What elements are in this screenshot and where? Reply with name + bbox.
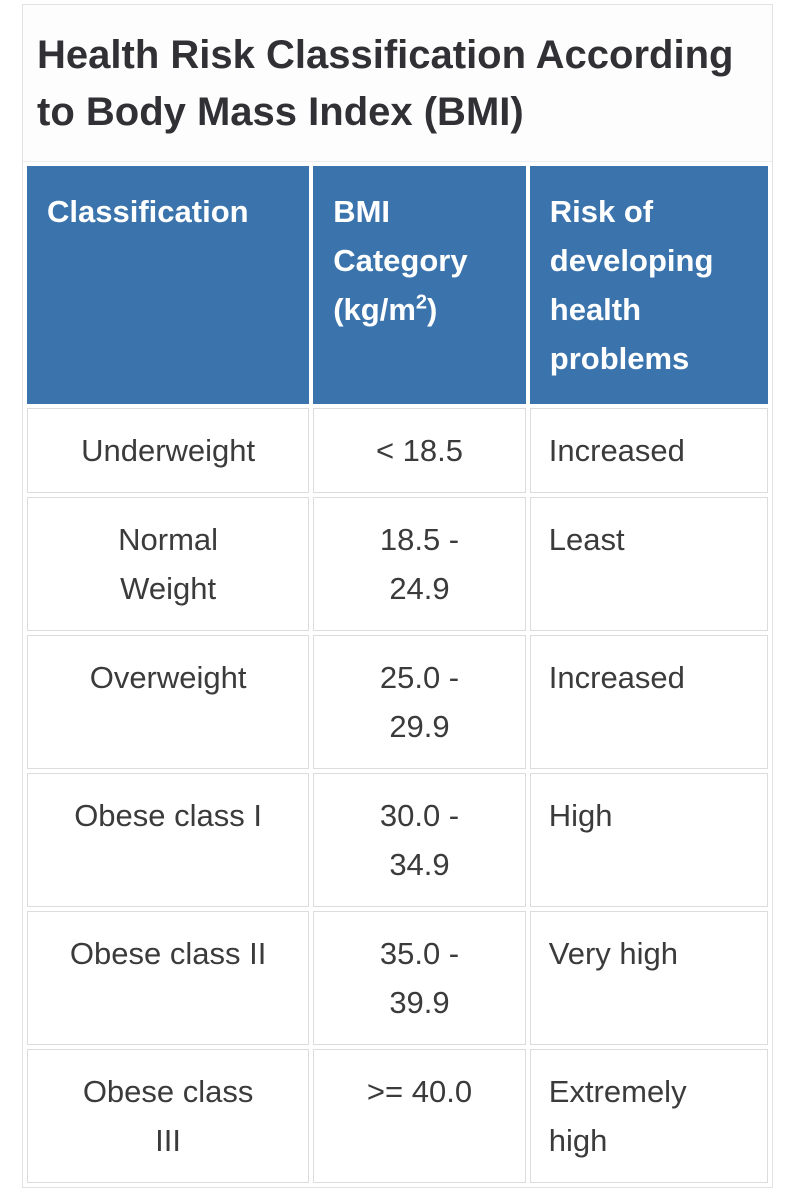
cell-risk: Least	[529, 497, 768, 631]
cell-risk: Increased	[529, 408, 768, 493]
bmi-category-superscript: 2	[415, 291, 428, 314]
cell-bmi-category: 30.0 - 34.9	[313, 773, 526, 907]
col-header-bmi-category: BMI Category (kg/m2)	[313, 166, 526, 404]
cell-classification: Underweight	[27, 408, 310, 493]
cell-classification: Overweight	[27, 635, 310, 769]
cell-bmi-category: 18.5 - 24.9	[313, 497, 526, 631]
cell-classification: Obese class III	[27, 1049, 310, 1183]
col-header-classification: Classification	[27, 166, 310, 404]
cell-risk: Increased	[529, 635, 768, 769]
cell-classification: Obese class I	[27, 773, 310, 907]
cell-bmi-category: 35.0 - 39.9	[313, 911, 526, 1045]
col-header-risk: Risk of developing health problems	[529, 166, 768, 404]
cell-risk: Extremely high	[529, 1049, 768, 1183]
header-row: Classification BMI Category (kg/m2) Risk…	[27, 166, 768, 404]
table-row: Obese class II 35.0 - 39.9 Very high	[27, 911, 768, 1045]
cell-bmi-category: < 18.5	[313, 408, 526, 493]
cell-bmi-category: >= 40.0	[313, 1049, 526, 1183]
table-header: Classification BMI Category (kg/m2) Risk…	[27, 166, 768, 404]
cell-classification: Obese class II	[27, 911, 310, 1045]
cell-risk: Very high	[529, 911, 768, 1045]
bmi-category-label-close: )	[427, 292, 438, 327]
bmi-table-panel: Health Risk Classification According to …	[22, 4, 773, 1188]
table-row: Overweight 25.0 - 29.9 Increased	[27, 635, 768, 769]
table-body: Underweight < 18.5 Increased Normal Weight 1…	[27, 408, 768, 1183]
bmi-category-label: BMI Category (kg/m	[333, 194, 468, 327]
cell-risk: High	[529, 773, 768, 907]
table-row: Underweight < 18.5 Increased	[27, 408, 768, 493]
table-row: Obese class III >= 40.0 Extremely high	[27, 1049, 768, 1183]
cell-bmi-category: 25.0 - 29.9	[313, 635, 526, 769]
table-title: Health Risk Classification According to …	[23, 5, 772, 162]
table-row: Normal Weight 18.5 - 24.9 Least	[27, 497, 768, 631]
bmi-table: Classification BMI Category (kg/m2) Risk…	[23, 162, 772, 1187]
cell-classification: Normal Weight	[27, 497, 310, 631]
table-row: Obese class I 30.0 - 34.9 High	[27, 773, 768, 907]
